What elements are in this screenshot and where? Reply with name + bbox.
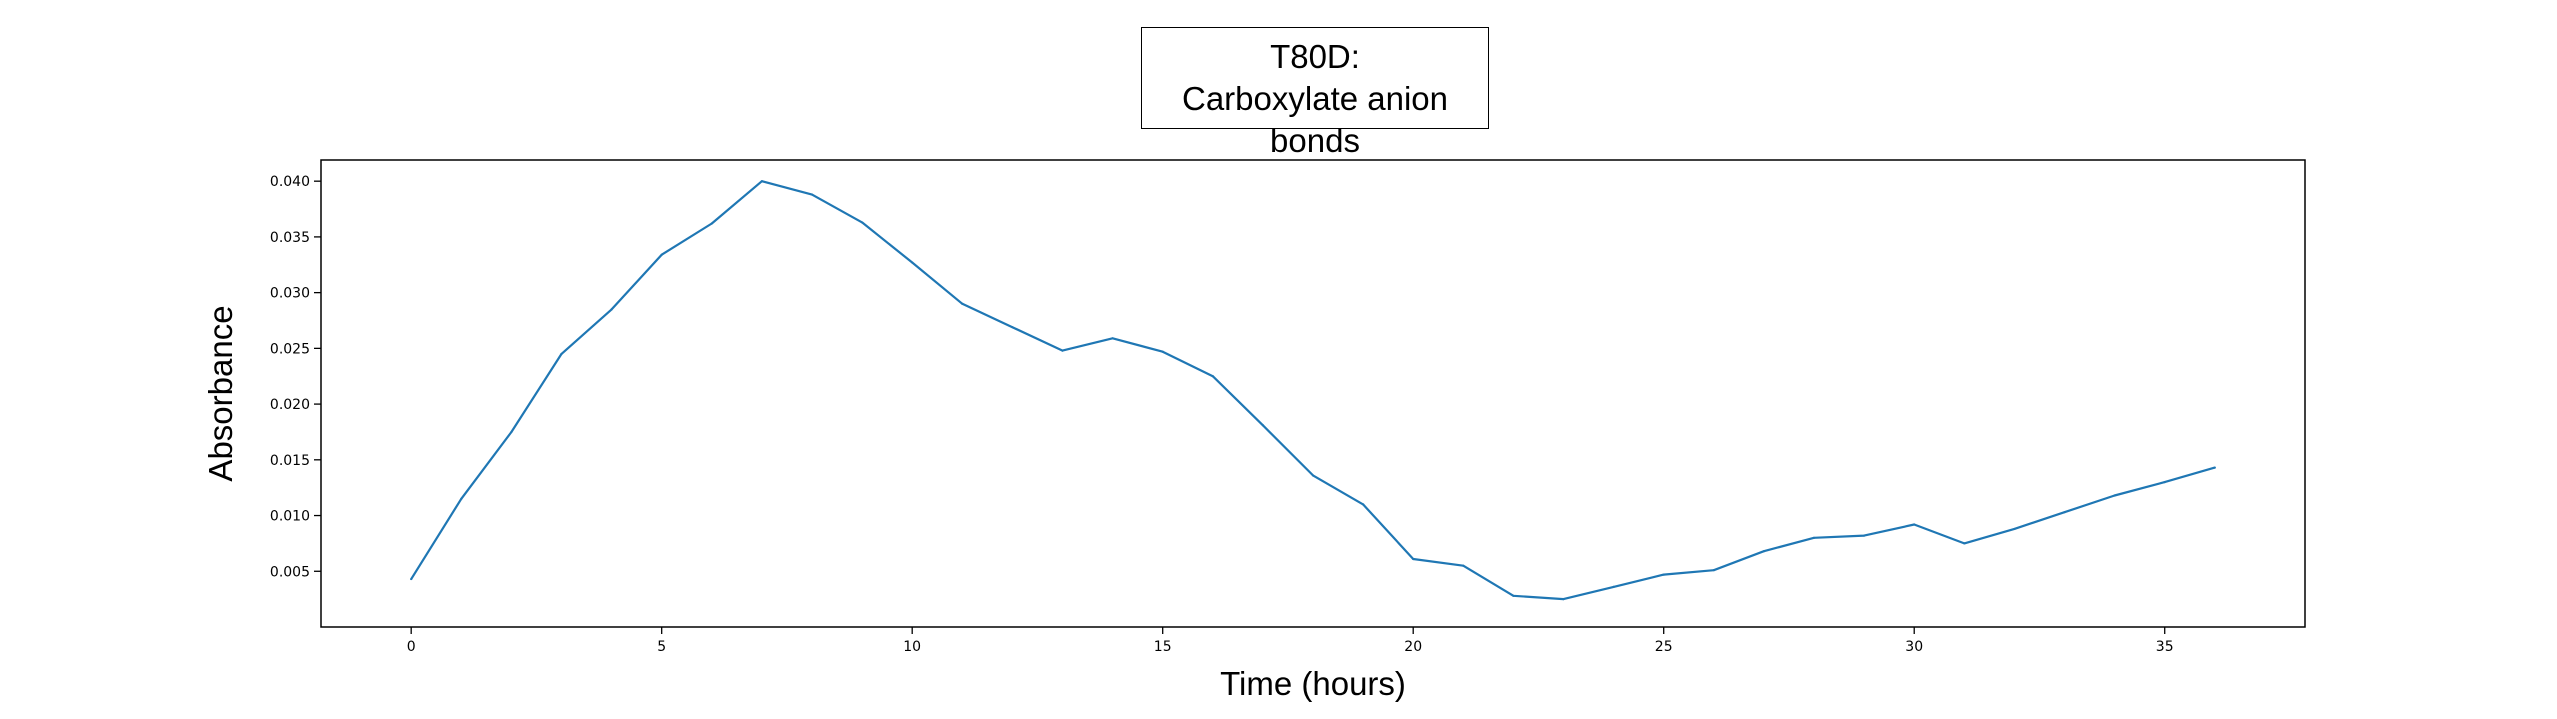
x-tick-label: 5 bbox=[657, 639, 666, 655]
data-point bbox=[1963, 542, 1966, 545]
chart-title: T80D: Carboxylate anion bonds bbox=[1141, 27, 1489, 159]
data-point bbox=[1712, 569, 1715, 572]
x-tick-label: 20 bbox=[1404, 639, 1422, 655]
data-point bbox=[1762, 550, 1766, 553]
data-point bbox=[2063, 511, 2066, 514]
data-point bbox=[410, 577, 413, 581]
data-point bbox=[1913, 523, 1916, 526]
y-tick-label: 0.015 bbox=[270, 453, 310, 469]
data-point bbox=[2113, 494, 2116, 497]
x-tick-label: 0 bbox=[407, 639, 416, 655]
x-tick-label: 10 bbox=[903, 639, 921, 655]
data-point bbox=[2213, 466, 2216, 469]
data-point bbox=[760, 180, 763, 183]
y-tick-label: 0.035 bbox=[270, 230, 310, 246]
data-point bbox=[510, 430, 513, 434]
y-tick-label: 0.025 bbox=[270, 341, 310, 357]
data-point bbox=[961, 302, 964, 305]
data-point bbox=[1011, 326, 1014, 329]
data-point bbox=[911, 261, 914, 264]
x-tick-label: 25 bbox=[1655, 639, 1673, 655]
data-point bbox=[1863, 534, 1866, 537]
data-point bbox=[560, 352, 563, 356]
data-point bbox=[860, 221, 864, 224]
data-point bbox=[1111, 337, 1114, 340]
data-point bbox=[2163, 481, 2166, 484]
data-point bbox=[1211, 375, 1214, 378]
y-tick-label: 0.030 bbox=[270, 286, 310, 302]
x-tick-label: 15 bbox=[1154, 639, 1172, 655]
x-tick-label: 30 bbox=[1905, 639, 1923, 655]
data-point bbox=[1161, 350, 1164, 353]
y-tick-label: 0.005 bbox=[270, 564, 310, 580]
y-tick-label: 0.020 bbox=[270, 397, 310, 413]
data-point bbox=[1562, 598, 1565, 601]
data-point bbox=[660, 253, 663, 256]
y-tick-label: 0.010 bbox=[270, 509, 310, 525]
x-axis-ticks: 0 5 10 15 20 25 30 35 bbox=[407, 627, 2174, 655]
y-axis-label: Absorbance bbox=[202, 305, 239, 481]
series-line bbox=[410, 180, 2216, 601]
x-tick-label: 35 bbox=[2156, 639, 2174, 655]
data-point bbox=[710, 222, 713, 225]
x-axis-label: Time (hours) bbox=[1220, 665, 1406, 702]
data-point bbox=[1512, 594, 1515, 597]
data-point bbox=[460, 497, 463, 500]
data-point bbox=[1662, 573, 1665, 576]
data-point bbox=[610, 308, 613, 311]
chart-title-line1: T80D: bbox=[1270, 38, 1360, 75]
chart-title-line2: Carboxylate anion bonds bbox=[1182, 80, 1448, 159]
data-point bbox=[810, 193, 814, 196]
data-point bbox=[1061, 349, 1064, 352]
data-point bbox=[1261, 424, 1264, 427]
series-points bbox=[410, 180, 2216, 601]
data-point bbox=[1311, 474, 1315, 477]
data-point bbox=[1612, 585, 1615, 588]
data-point bbox=[1812, 536, 1816, 539]
y-tick-label: 0.040 bbox=[270, 174, 310, 190]
data-point bbox=[1462, 564, 1465, 567]
plot-area-frame bbox=[320, 159, 2306, 628]
data-point bbox=[1412, 557, 1415, 561]
data-point bbox=[1362, 503, 1365, 506]
y-axis-ticks: 0.005 0.010 0.015 0.020 0.025 0.030 0.035 0.040 bbox=[270, 174, 321, 580]
data-point bbox=[2013, 527, 2016, 531]
